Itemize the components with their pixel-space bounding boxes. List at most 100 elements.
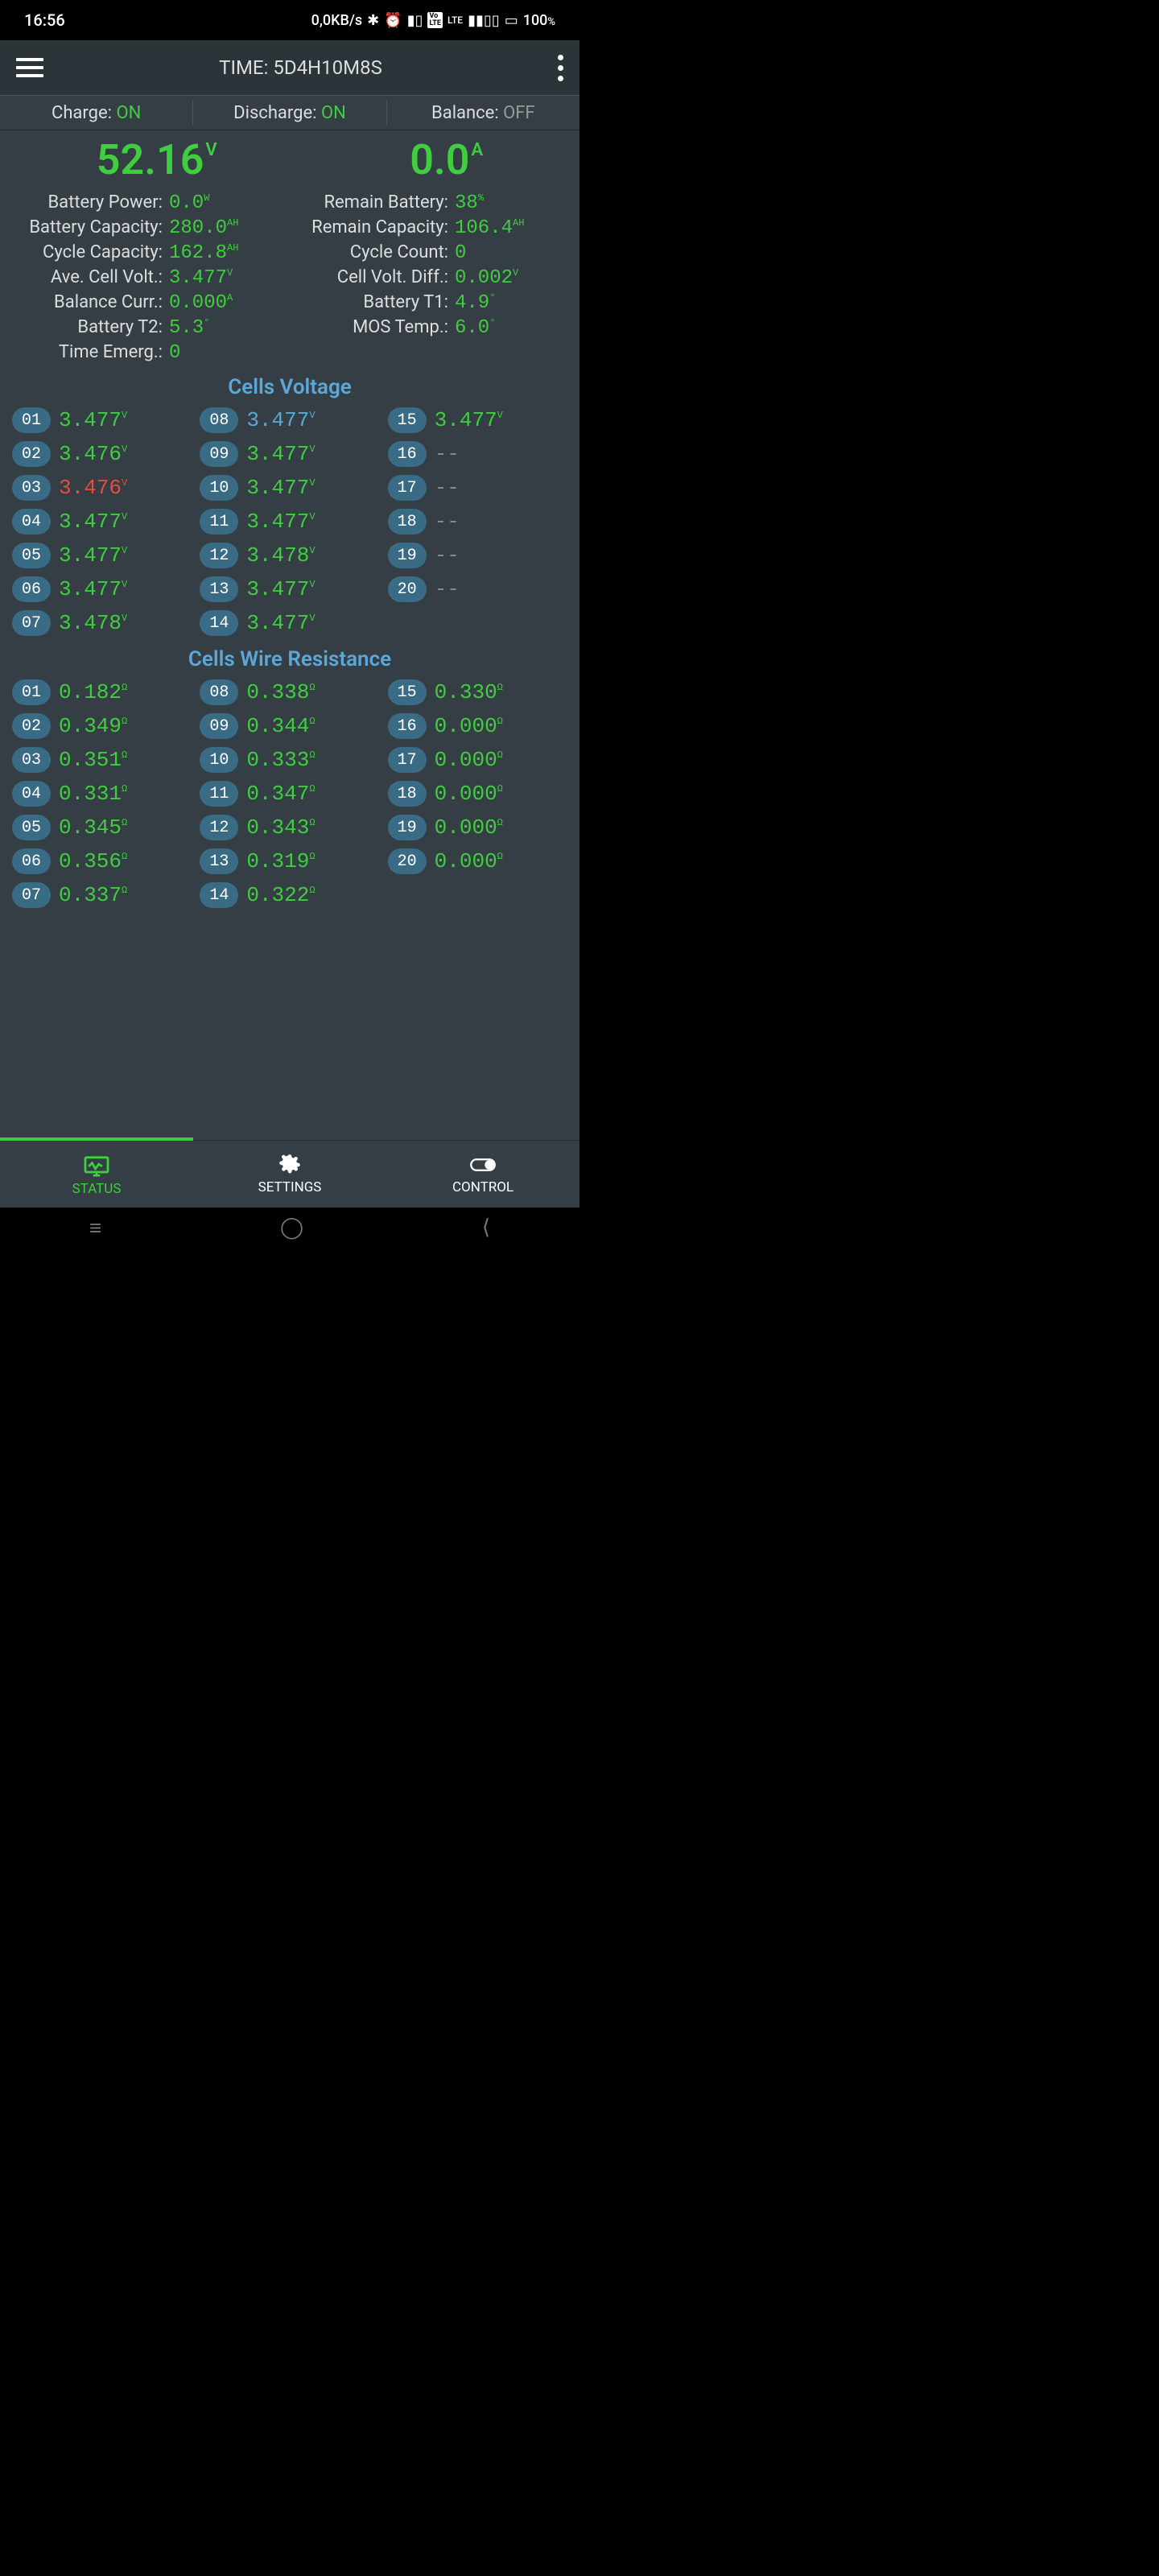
home-button[interactable]: ◯ [280,1216,303,1240]
stat-row: Ave. Cell Volt.:3.477V [8,267,286,289]
stat-label: Balance Curr.: [8,292,169,312]
charge-status: Charge: ON [0,103,192,123]
cell-item: 110.347Ω [200,781,379,807]
cell-value: 0.000Ω [435,714,503,738]
cell-number-badge: 16 [388,441,427,467]
stat-row: Remain Capacity:106.4AH [294,217,571,239]
cell-item: 120.343Ω [200,815,379,840]
cell-number-badge: 12 [200,543,238,568]
cell-item: 103.477V [200,475,379,501]
cell-item: 19 0.000Ω [388,815,567,840]
cell-value: 0.333Ω [246,748,315,772]
volte-icon: VoLTE [427,12,443,28]
cell-item: 080.338Ω [200,679,379,705]
cell-number-badge: 09 [200,713,238,739]
balance-status: Balance: OFF [387,103,580,123]
cell-value: 3.477V [246,510,315,534]
stat-value: 0 [169,342,180,364]
cell-number-badge: 03 [12,747,51,773]
cell-item: 153.477V [388,407,567,433]
cell-value: 0.000Ω [435,815,503,840]
stat-label: Battery T2: [8,317,169,337]
alarm-icon: ⏰ [384,12,402,29]
cell-item: 070.337Ω [12,882,192,908]
cell-value: 3.477V [435,408,503,432]
stat-row: Battery Capacity:280.0AH [8,217,286,239]
stat-row: Cell Volt. Diff.:0.002V [294,267,571,289]
stat-value: 280.0AH [169,217,238,239]
stat-label: Cycle Capacity: [8,242,169,262]
cell-item: 150.330Ω [388,679,567,705]
network-speed: 0,0KB/s [311,12,363,29]
stat-label: MOS Temp.: [294,317,455,337]
more-icon[interactable] [558,55,563,81]
toggle-icon [469,1154,497,1176]
app-container: TIME: 5D4H10M8S Charge: ON Discharge: ON… [0,40,580,1208]
nav-status[interactable]: STATUS [0,1137,193,1208]
cell-number-badge: 06 [12,848,51,874]
back-button[interactable]: ⟨ [482,1216,490,1240]
cell-item: 14 0.322Ω [200,882,379,908]
stat-row: Cycle Capacity:162.8AH [8,242,286,264]
stat-label: Remain Battery: [294,192,455,213]
stat-row: Battery Power:0.0W [8,192,286,214]
cell-value: 0.000Ω [435,849,503,873]
cell-item: 19-- [388,543,567,568]
cell-value: 3.477V [59,577,127,601]
cell-value: 3.476V [59,442,127,466]
recent-apps-button[interactable]: ≡ [89,1216,101,1241]
nav-control-label: CONTROL [452,1179,514,1195]
cell-number-badge: 11 [200,509,238,535]
cell-item: 043.477V [12,509,192,535]
cell-value: 0.344Ω [246,714,315,738]
cell-value: 0.330Ω [435,680,503,704]
cell-item: 053.477V [12,543,192,568]
cell-item: 11 3.477V [200,509,379,535]
cell-number-badge: 13 [200,848,238,874]
cell-item: 013.477V [12,407,192,433]
menu-icon[interactable] [16,58,43,77]
cell-value: 0.322Ω [246,883,315,907]
status-row: Charge: ON Discharge: ON Balance: OFF [0,95,580,130]
cells-resistance-grid: 010.182Ω080.338Ω150.330Ω020.349Ω090.344Ω… [0,679,580,908]
cell-number-badge: 17 [388,747,427,773]
nav-settings-label: SETTINGS [258,1179,322,1195]
cell-item: 060.356Ω [12,848,192,874]
cell-value: 3.476V [59,476,127,500]
main-readings: 52.16V 0.0A [0,130,580,192]
stat-value: 4.9° [455,292,495,314]
cell-number-badge: 14 [200,610,238,636]
signal-icon: ▮▯ [407,12,423,29]
android-nav-bar: ≡ ◯ ⟨ [0,1208,580,1248]
cell-value: 0.351Ω [59,748,127,772]
cell-value: -- [435,543,460,568]
cell-item: 16-- [388,441,567,467]
cell-item: 083.477V [200,407,379,433]
cell-value: -- [435,510,460,534]
cell-number-badge: 19 [388,815,427,840]
stat-value: 38% [455,192,484,214]
stat-label: Remain Capacity: [294,217,455,237]
cell-number-badge: 01 [12,679,51,705]
cell-value: 3.478V [59,611,127,635]
stat-label: Battery Power: [8,192,169,213]
cell-item: 063.477V [12,576,192,602]
cell-number-badge: 20 [388,848,427,874]
cell-value: 0.337Ω [59,883,127,907]
nav-settings[interactable]: SETTINGS [193,1141,386,1208]
cell-number-badge: 14 [200,882,238,908]
cell-item: 170.000Ω [388,747,567,773]
app-topbar: TIME: 5D4H10M8S [0,40,580,95]
cell-number-badge: 16 [388,713,427,739]
stat-label: Cell Volt. Diff.: [294,267,455,287]
nav-control[interactable]: CONTROL [386,1141,580,1208]
cell-item: 20 0.000Ω [388,848,567,874]
cell-number-badge: 08 [200,679,238,705]
stats-grid: Battery Power:0.0W Remain Battery:38% Batt… [0,192,580,364]
cell-value: 3.477V [59,408,127,432]
stat-value: 162.8AH [169,242,238,264]
cell-value: 0.319Ω [246,849,315,873]
cell-item: 18-- [388,509,567,535]
cell-item: 050.345Ω [12,815,192,840]
stat-value: 0.002V [455,267,518,289]
